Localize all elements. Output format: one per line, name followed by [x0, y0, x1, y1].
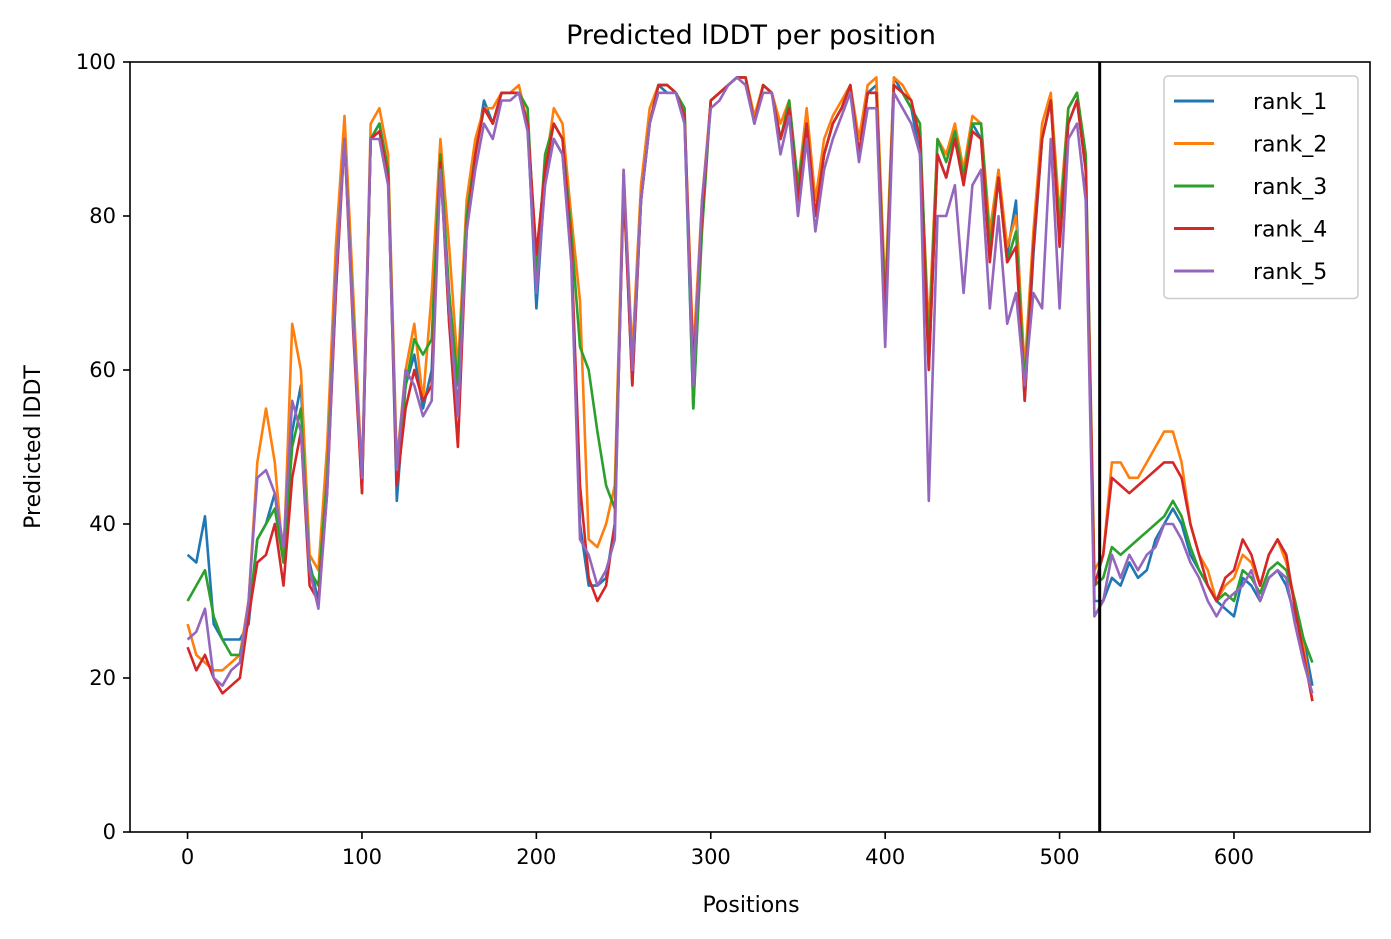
legend-label-rank_4: rank_4	[1253, 218, 1327, 243]
y-tick-label: 100	[76, 50, 116, 74]
x-tick-label: 100	[342, 845, 382, 869]
y-tick-label: 0	[103, 820, 116, 844]
legend-box	[1163, 75, 1359, 300]
x-tick-label: 200	[516, 845, 556, 869]
plot-area	[129, 61, 1371, 833]
plot-frame	[129, 61, 1371, 833]
x-tick-label: 0	[181, 845, 194, 869]
legend-label-rank_2: rank_2	[1253, 133, 1327, 158]
legend-label-rank_5: rank_5	[1253, 260, 1327, 285]
x-tick-label: 400	[865, 845, 905, 869]
x-tick-label: 300	[691, 845, 731, 869]
legend-label-rank_1: rank_1	[1253, 90, 1327, 115]
legend: rank_1 rank_2 rank_3 rank_4 rank_5	[1163, 75, 1359, 300]
x-axis: 0 100 200 300 400 500 600	[181, 832, 1254, 869]
y-tick-label: 40	[89, 512, 116, 536]
x-axis-label: Positions	[702, 893, 799, 918]
legend-label-rank_3: rank_3	[1253, 175, 1327, 200]
chart-title: Predicted lDDT per position	[566, 20, 936, 51]
x-tick-label: 500	[1040, 845, 1080, 869]
y-axis-label: Predicted lDDT	[21, 365, 46, 529]
series-line-rank_5	[186, 76, 1314, 694]
y-axis: 0 20 40 60 80 100	[76, 50, 130, 844]
x-tick-label: 600	[1214, 845, 1254, 869]
y-tick-label: 60	[89, 358, 116, 382]
y-tick-label: 80	[89, 204, 116, 228]
y-tick-label: 20	[89, 666, 116, 690]
